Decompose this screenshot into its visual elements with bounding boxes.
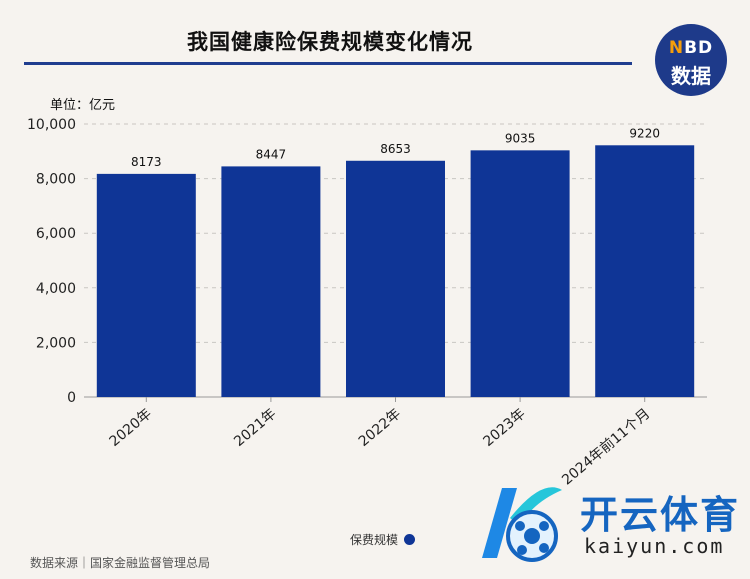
x-tick-label: 2023年	[480, 406, 528, 450]
y-tick-label: 8,000	[36, 172, 76, 188]
y-tick-label: 2,000	[36, 335, 76, 351]
logo-line2: 数据	[671, 64, 711, 88]
x-tick-label: 2020年	[107, 406, 155, 450]
bar	[346, 160, 445, 397]
data-label: 8653	[380, 142, 411, 156]
bar	[595, 145, 695, 397]
x-tick-label: 2024年前11个月	[558, 405, 653, 488]
data-label: 8447	[256, 147, 287, 161]
logo-bd: BD	[684, 38, 714, 58]
legend: 保费规模	[350, 531, 416, 548]
nbd-data-logo: NBD 数据	[655, 24, 727, 96]
y-tick-label: 0	[67, 390, 76, 406]
source-note: 数据来源｜国家金融监督管理总局	[30, 556, 211, 570]
legend-swatch	[404, 534, 416, 545]
unit-label: 单位：亿元	[50, 98, 116, 113]
title-underline	[24, 62, 632, 65]
bar	[96, 173, 196, 397]
data-label: 9035	[505, 131, 536, 145]
chart-title: 我国健康险保费规模变化情况	[187, 30, 473, 54]
kaiyun-logo-icon	[482, 487, 562, 562]
logo-n: N	[668, 38, 685, 58]
x-tick-label: 2021年	[231, 406, 279, 450]
watermark-en: kaiyun.com	[584, 534, 725, 558]
data-label: 8173	[131, 155, 162, 169]
x-tick-label: 2022年	[356, 406, 404, 450]
bar	[470, 150, 570, 397]
data-label: 9220	[629, 126, 660, 140]
logo-line1: NBD	[655, 38, 727, 58]
y-tick-label: 4,000	[36, 281, 76, 297]
y-tick-label: 6,000	[36, 226, 76, 242]
y-tick-label: 10,000	[27, 117, 76, 133]
watermark-cn: 开云体育	[580, 493, 741, 537]
legend-label: 保费规模	[350, 533, 399, 547]
kaiyun-watermark: 开云体育 kaiyun.com	[462, 478, 742, 568]
bar	[221, 166, 321, 397]
